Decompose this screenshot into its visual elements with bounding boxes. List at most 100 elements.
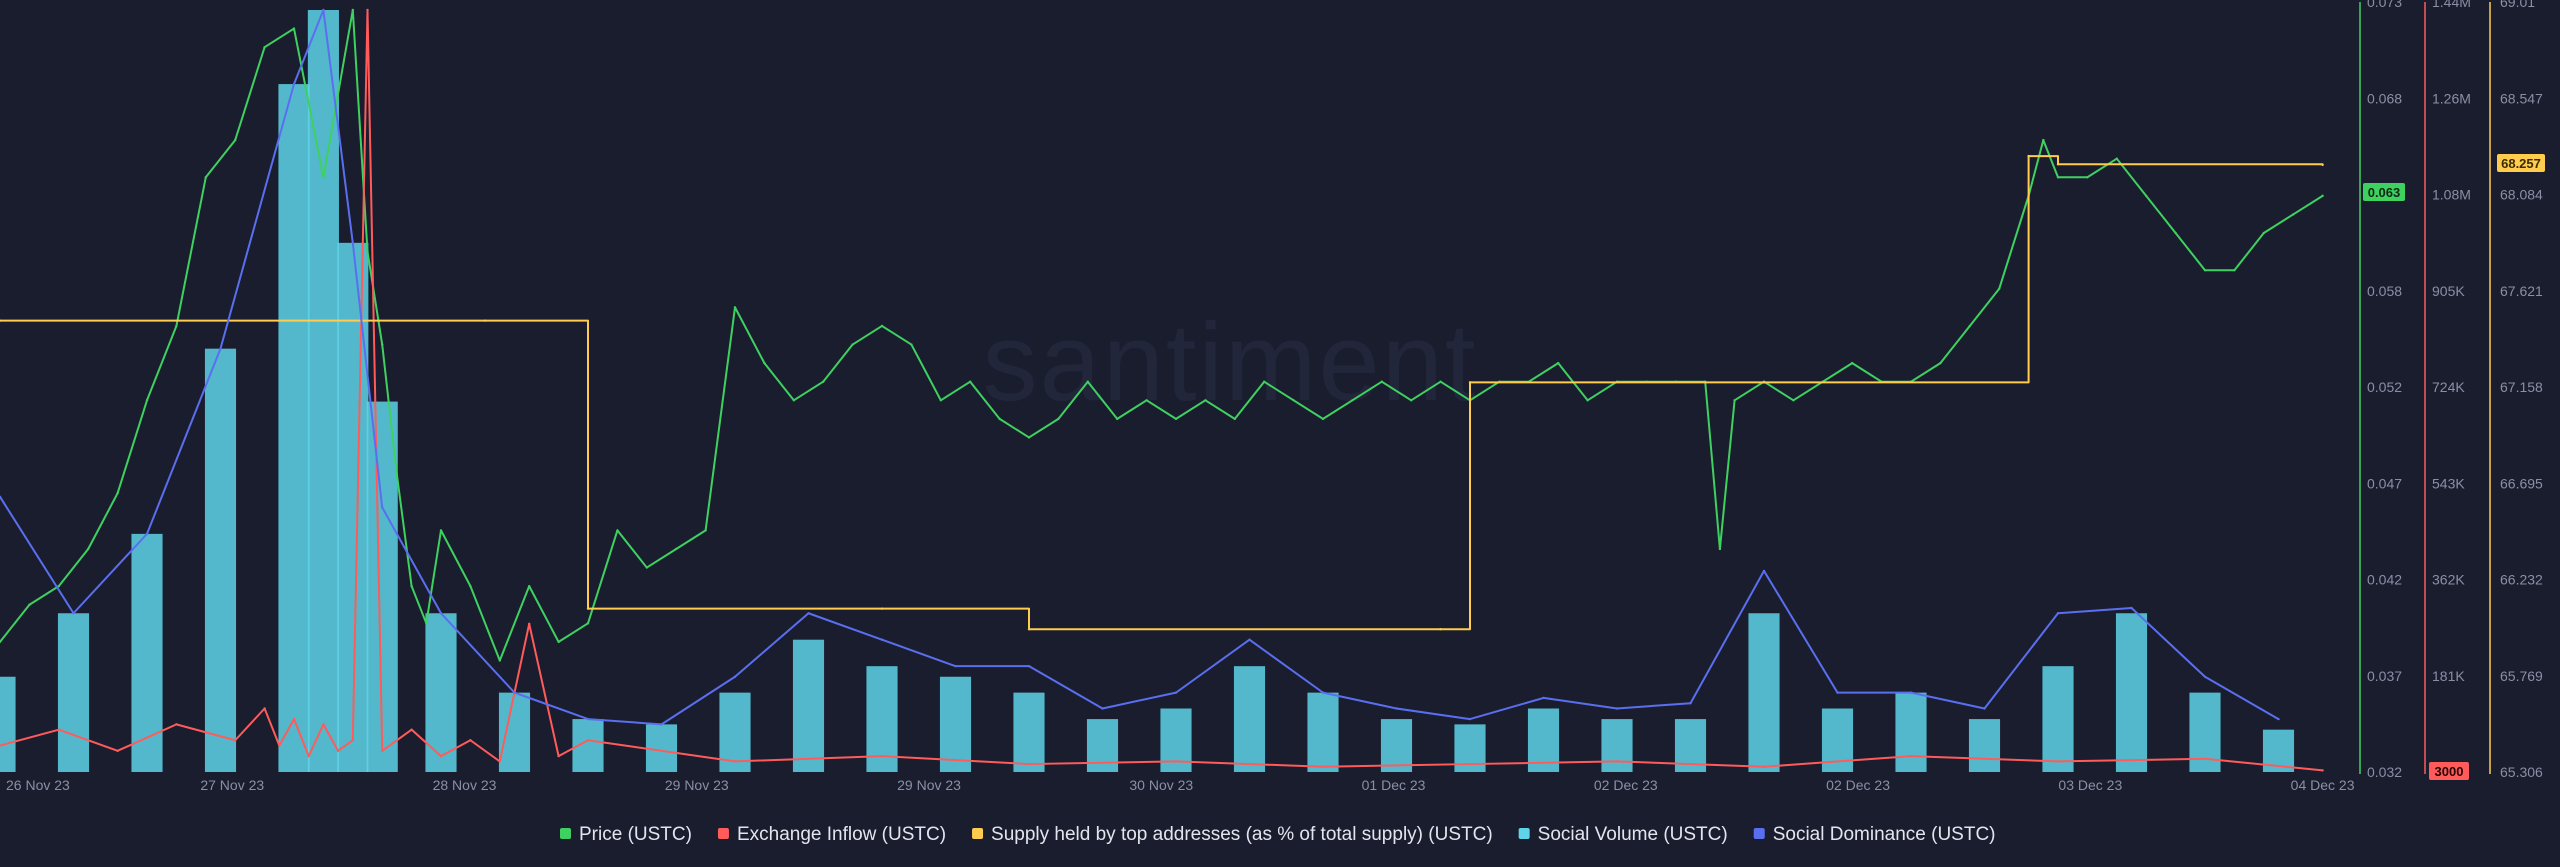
inflow-tick-label: 181K	[2432, 668, 2465, 684]
legend-item-social_volume[interactable]: Social Volume (USTC)	[1518, 824, 1728, 845]
inflow-badge-text: 3000	[2435, 764, 2464, 779]
supply-tick-label: 66.232	[2500, 572, 2543, 588]
supply-held-by-top-addresses-as-of-total-supply-ustc-line	[0, 155, 2324, 631]
price-tick-label: 0.058	[2367, 283, 2402, 299]
social-dominance-ustc-point	[586, 717, 590, 721]
social-volume-bar	[1307, 692, 1339, 772]
x-tick-label: 04 Dec 23	[2291, 777, 2355, 793]
price-ustc-point	[175, 324, 178, 328]
price-ustc-point	[1057, 417, 1060, 421]
x-tick-label: 26 Nov 23	[6, 777, 70, 793]
price-ustc-point	[57, 584, 60, 588]
social-dominance-ustc-point	[439, 612, 443, 615]
price-ustc-point	[1204, 399, 1207, 402]
social-dominance-ustc-point	[1027, 664, 1031, 668]
social-dominance-ustc-point	[1395, 707, 1398, 710]
price-ustc-point	[1410, 399, 1413, 402]
price-ustc-point	[116, 492, 119, 495]
social-dominance-ustc-line	[0, 9, 2279, 726]
supply-held-by-top-addresses-as-of-total-supply-ustc-point	[0, 319, 2, 322]
price-ustc-point	[616, 529, 619, 532]
exchange-inflow-ustc-point	[1762, 765, 1766, 768]
price-ustc-point	[1733, 399, 1736, 402]
price-ustc-point	[1086, 380, 1090, 383]
price-ustc-point	[351, 8, 354, 12]
exchange-inflow-ustc-point	[307, 754, 310, 758]
social-dominance-ustc-point	[381, 506, 384, 509]
price-ustc-point	[763, 361, 766, 365]
price-ustc-point	[498, 659, 501, 662]
price-ustc-point	[939, 399, 942, 402]
legend-swatch	[560, 828, 571, 839]
supply-held-by-top-addresses-as-of-total-supply-ustc-point	[1027, 628, 1031, 631]
price-ustc-point	[1292, 399, 1295, 402]
social-dominance-ustc-point	[1321, 691, 1325, 694]
price-ustc-point	[1233, 417, 1237, 421]
price-ustc-point	[145, 399, 149, 402]
legend-item-social_dominance[interactable]: Social Dominance (USTC)	[1753, 824, 1996, 845]
price-ustc-point	[395, 473, 399, 476]
exchange-inflow-ustc-point	[733, 760, 737, 763]
supply-badge: 68.257	[2497, 154, 2545, 172]
exchange-inflow-ustc-point	[381, 749, 384, 753]
price-tick-label: 0.052	[2367, 379, 2402, 395]
price-ustc-point	[733, 306, 737, 309]
supply-held-by-top-addresses-as-of-total-supply-ustc-point	[2056, 163, 2060, 166]
inflow-tick-label: 1.26M	[2432, 90, 2471, 106]
price-ustc-point	[469, 584, 472, 588]
legend-item-inflow[interactable]: Exchange Inflow (USTC)	[717, 824, 946, 845]
price-ustc-point	[28, 603, 31, 606]
legend-item-price[interactable]: Price (USTC)	[560, 824, 692, 845]
price-ustc-point	[2321, 194, 2324, 198]
supply-tick-label: 68.547	[2500, 90, 2543, 106]
price-badge-text: 0.063	[2368, 185, 2401, 200]
x-tick-label: 02 Dec 23	[1594, 777, 1658, 793]
social-dominance-ustc-point	[1174, 691, 1178, 694]
series-lines	[0, 8, 2324, 772]
price-ustc-point	[645, 566, 648, 569]
social-volume-bar	[57, 613, 90, 772]
price-ustc-point	[1145, 399, 1148, 402]
social-dominance-ustc-point	[72, 612, 75, 615]
social-volume-bar	[1233, 666, 1266, 772]
social-volume-bar	[1086, 719, 1119, 772]
supply-tick-label: 65.769	[2500, 668, 2543, 684]
price-tick-label: 0.042	[2367, 572, 2402, 588]
legend-swatch	[1518, 828, 1530, 839]
exchange-inflow-ustc-point	[0, 744, 2, 747]
exchange-inflow-ustc-point	[410, 728, 413, 731]
price-ustc-point	[704, 529, 707, 532]
price-ustc-point	[1174, 417, 1178, 421]
supply-tick-label: 69.01	[2500, 0, 2535, 10]
social-volume-bar	[939, 676, 972, 772]
price-ustc-point	[366, 250, 369, 253]
social-volume-bar	[1380, 719, 1413, 772]
social-dominance-ustc-point	[733, 675, 737, 678]
exchange-inflow-ustc-point	[498, 760, 501, 763]
inflow-badge-bg	[2429, 762, 2469, 780]
price-ustc-point	[381, 343, 384, 346]
social-dominance-ustc-point	[322, 8, 325, 12]
legend-label: Price (USTC)	[579, 824, 692, 845]
social-volume-bar	[1013, 692, 1045, 772]
supply-held-by-top-addresses-as-of-total-supply-ustc-point	[2321, 163, 2324, 167]
price-ustc-point	[1718, 547, 1722, 551]
social-volume-bar	[645, 724, 678, 772]
price-ustc-point	[2056, 176, 2060, 179]
social-dominance-ustc-point	[0, 495, 2, 499]
exchange-inflow-ustc-point	[439, 754, 443, 758]
inflow-tick-label: 543K	[2432, 475, 2465, 491]
price-ustc-point	[1116, 417, 1119, 421]
social-dominance-ustc-point	[880, 638, 884, 641]
legend-label: Social Dominance (USTC)	[1773, 824, 1996, 845]
price-ustc-point	[2233, 268, 2236, 272]
social-volume-bar	[1527, 708, 1560, 772]
legend-item-supply[interactable]: Supply held by top addresses (as % of to…	[972, 824, 1493, 845]
social-dominance-ustc-point	[513, 691, 516, 694]
axis-badges: 0.063 68.257 3000	[2363, 154, 2545, 780]
price-ustc-point	[557, 640, 560, 644]
social-dominance-ustc-point	[1909, 691, 1913, 694]
price-ustc-point	[1792, 399, 1795, 402]
social-dominance-ustc-point	[1542, 696, 1545, 700]
